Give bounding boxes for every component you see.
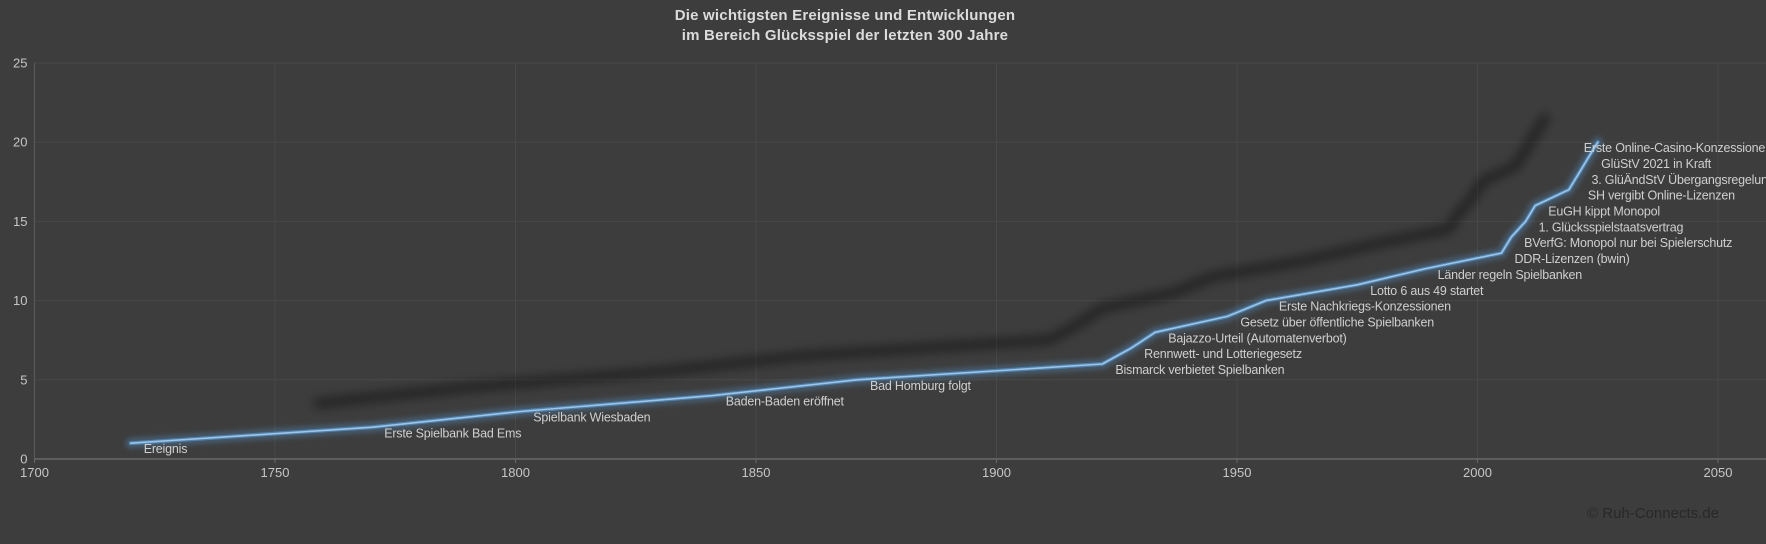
y-tick-label-5: 5: [20, 372, 27, 387]
x-tick-label-1800: 1800: [501, 465, 530, 480]
x-tick-label-2000: 2000: [1463, 465, 1492, 480]
timeline-line-core: [129, 141, 1599, 445]
x-tick-label-1850: 1850: [742, 465, 771, 480]
y-tick-label-0: 0: [20, 452, 27, 467]
event-label: Bismarck verbietet Spielbanken: [1115, 363, 1284, 377]
chart-title-line1: Die wichtigsten Ereignisse und Entwicklu…: [674, 7, 1016, 24]
x-tick-label-1950: 1950: [1223, 465, 1252, 480]
y-tick-label-10: 10: [13, 293, 27, 308]
event-label: Bad Homburg folgt: [870, 379, 972, 393]
event-label: Erste Online-Casino-Konzessionen: [1584, 141, 1766, 155]
x-tick-label-1900: 1900: [982, 465, 1011, 480]
event-label: SH vergibt Online-Lizenzen: [1588, 189, 1735, 203]
timeline-line-shadow: [313, 113, 1550, 409]
event-label: GlüStV 2021 in Kraft: [1601, 157, 1712, 171]
event-label: DDR-Lizenzen (bwin): [1515, 252, 1630, 266]
x-tick-label-1750: 1750: [261, 465, 290, 480]
x-tick-label-2050: 2050: [1704, 465, 1733, 480]
event-label: Rennwett- und Lotteriegesetz: [1144, 347, 1302, 361]
x-tick-label-1700: 1700: [20, 465, 49, 480]
y-tick-label-15: 15: [13, 214, 27, 229]
event-label: 1. Glücksspielstaatsvertrag: [1539, 220, 1684, 234]
event-label: BVerfG: Monopol nur bei Spielerschutz: [1524, 236, 1732, 250]
event-label: Länder regeln Spielbanken: [1438, 268, 1583, 282]
copyright-watermark: © Ruh-Connects.de: [1587, 505, 1719, 522]
event-label: Gesetz über öffentliche Spielbanken: [1240, 315, 1434, 329]
event-label: Baden-Baden eröffnet: [726, 395, 845, 409]
y-tick-label-25: 25: [13, 56, 27, 71]
event-label: 3. GlüÄndStV Übergangsregelung: [1592, 173, 1766, 187]
y-tick-label-20: 20: [13, 135, 27, 150]
event-label: EuGH kippt Monopol: [1548, 205, 1660, 219]
event-label: Erste Spielbank Bad Ems: [384, 426, 521, 440]
event-label: Bajazzo-Urteil (Automatenverbot): [1168, 331, 1346, 345]
event-label: Spielbank Wiesbaden: [533, 410, 650, 424]
event-label: Lotto 6 aus 49 startet: [1370, 284, 1484, 298]
event-label: Erste Nachkriegs-Konzessionen: [1279, 300, 1451, 314]
event-label: Ereignis: [144, 442, 188, 456]
chart-title-line2: im Bereich Glücksspiel der letzten 300 J…: [681, 27, 1009, 44]
